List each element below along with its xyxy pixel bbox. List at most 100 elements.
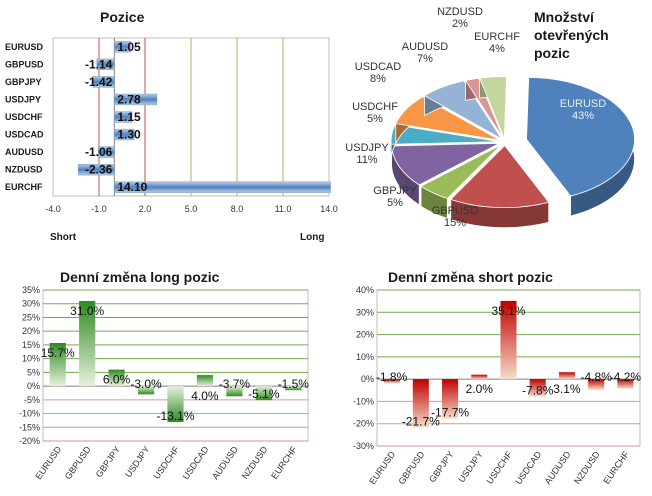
short-axis-label: Short xyxy=(50,232,77,243)
y-tick: 15% xyxy=(22,340,40,350)
positions-chart-title: Pozice xyxy=(100,9,145,25)
pie-value-nzdusd: 2% xyxy=(452,18,468,30)
positions-bar-usdcad xyxy=(114,128,135,141)
bar-gbpjpy xyxy=(442,379,459,419)
y-tick: 40% xyxy=(356,285,374,295)
positions-category-audusd: AUDUSD xyxy=(5,147,44,157)
positions-bar-audusd xyxy=(97,146,115,158)
bar-gbpusd xyxy=(412,379,429,428)
category-usdjpy: USDJPY xyxy=(456,449,485,484)
category-usdjpy: USDJPY xyxy=(123,444,152,479)
y-tick: 10% xyxy=(22,354,40,364)
category-usdcad: USDCAD xyxy=(181,444,211,481)
y-tick: 25% xyxy=(22,312,40,322)
y-tick: 10% xyxy=(356,352,374,362)
pie-slice-gbpusd xyxy=(450,144,550,228)
pie-label-audusd: AUDUSD xyxy=(402,41,449,53)
positions-category-gbpjpy: GBPJPY xyxy=(5,77,42,87)
positions-x-tick: 11.0 xyxy=(275,204,292,214)
category-eurchf: EURCHF xyxy=(269,444,299,481)
y-tick: 20% xyxy=(22,326,40,336)
pie-value-gbpusd: 15% xyxy=(444,217,466,229)
y-tick: -20% xyxy=(19,436,40,446)
value-gbpjpy: -17.7% xyxy=(431,406,469,420)
bar-gbpusd xyxy=(79,300,96,387)
value-eurchf: -4.2% xyxy=(610,370,642,384)
positions-x-tick: 5.0 xyxy=(185,204,198,214)
positions-value-gbpusd: -1.14 xyxy=(85,57,113,71)
positions-category-usdcad: USDCAD xyxy=(5,130,44,140)
category-nzdusd: NZDUSD xyxy=(240,444,270,481)
category-eurchf: EURCHF xyxy=(601,449,631,486)
positions-category-usdjpy: USDJPY xyxy=(5,94,41,104)
pie-slice-usdcad xyxy=(395,96,500,144)
y-tick: 30% xyxy=(356,307,374,317)
value-nzdusd: -4.8% xyxy=(580,370,612,384)
value-usdchf: 35.1% xyxy=(491,304,525,318)
value-nzdusd: -5.1% xyxy=(248,387,280,401)
value-eurusd: -1.8% xyxy=(376,370,408,384)
bar-usdjpy xyxy=(137,386,155,395)
pie-value-usdjpy: 11% xyxy=(356,154,377,166)
short-change-title: Denní změna short pozic xyxy=(388,269,553,285)
pie-label-gbpusd: GBPUSD xyxy=(432,205,479,217)
category-gbpjpy: GBPJPY xyxy=(427,449,456,484)
category-eurusd: EURUSD xyxy=(33,444,63,481)
pie-slice-audusd xyxy=(423,80,503,140)
category-gbpusd: GBPUSD xyxy=(396,449,426,486)
value-audusd: -3.7% xyxy=(219,377,251,391)
positions-bar-gbpjpy xyxy=(92,76,115,88)
positions-category-nzdusd: NZDUSD xyxy=(5,165,43,175)
long-axis-label: Long xyxy=(300,232,324,243)
positions-bar-chart: Pozice EURUSD GBPUSD GBPJPY USDJPY USDCHF USD… xyxy=(5,9,338,243)
value-usdjpy: -3.0% xyxy=(130,377,162,391)
value-eurusd: 15.7% xyxy=(41,346,75,360)
pie-title-line-1: Množství xyxy=(534,9,595,25)
y-tick: -20% xyxy=(353,419,374,429)
pie-value-eurusd: 43% xyxy=(572,110,594,122)
category-audusd: AUDUSD xyxy=(543,449,573,486)
positions-x-tick: 2.0 xyxy=(139,204,152,214)
positions-value-audusd: -1.06 xyxy=(85,145,113,159)
value-eurchf: -1.5% xyxy=(278,377,310,391)
positions-x-tick: 8.0 xyxy=(231,204,244,214)
category-usdchf: USDCHF xyxy=(484,449,514,486)
positions-x-ticks: -4.0 -1.0 2.0 5.0 8.0 11.0 14.0 xyxy=(45,204,338,214)
pie-value-audusd: 7% xyxy=(417,53,433,65)
positions-value-usdjpy: 2.78 xyxy=(117,92,141,106)
value-audusd: 3.1% xyxy=(553,382,581,396)
pie-label-nzdusd: NZDUSD xyxy=(437,6,483,18)
y-tick: -10% xyxy=(19,409,40,419)
bar-usdjpy xyxy=(471,374,488,380)
y-tick: -5% xyxy=(24,395,40,405)
positions-x-tick: -1.0 xyxy=(91,204,107,214)
bar-gbpjpy xyxy=(108,369,125,387)
positions-category-eurchf: EURCHF xyxy=(5,182,43,192)
long-change-y-ticks: 35% 30% 25% 20% 15% 10% 5% 0% -5% -10% -15% -20% xyxy=(19,285,40,446)
bar-audusd xyxy=(558,372,575,380)
y-tick: 5% xyxy=(27,367,40,377)
positions-x-tick: 14.0 xyxy=(320,204,338,214)
pie-label-usdcad: USDCAD xyxy=(355,61,402,73)
pie-slice-eurchf xyxy=(479,76,507,139)
positions-value-eurusd: 1.05 xyxy=(117,40,141,54)
positions-category-usdchf: USDCHF xyxy=(5,112,43,122)
category-nzdusd: NZDUSD xyxy=(572,449,602,486)
positions-category-labels: EURUSD GBPUSD GBPJPY USDJPY USDCHF USDCAD AUDU… xyxy=(5,42,44,192)
value-gbpusd: -21.7% xyxy=(402,415,440,429)
y-tick: 0% xyxy=(361,374,374,384)
y-tick: -30% xyxy=(353,441,374,451)
positions-value-labels: 1.05 -1.14 -1.42 2.78 1.15 1.30 -1.06 -2.36 14.1… xyxy=(85,40,148,194)
pie-value-usdcad: 8% xyxy=(370,73,386,85)
bar-nzdusd xyxy=(255,386,272,401)
y-tick: 20% xyxy=(356,330,374,340)
bar-usdcad xyxy=(196,375,214,387)
bar-usdcad xyxy=(529,379,546,397)
long-change-bar-chart: Denní změna long pozic 35% 30% 25% 20% 15% 10… xyxy=(19,269,309,481)
bar-usdchf xyxy=(167,386,184,423)
y-tick: 35% xyxy=(22,285,40,295)
value-usdjpy: 2.0% xyxy=(466,382,494,396)
pie-label-eurusd: EURUSD xyxy=(560,98,607,110)
pie-labels: EURUSD43%GBPUSD15%GBPJPY5%USDJPY11%USDCH… xyxy=(345,6,606,229)
